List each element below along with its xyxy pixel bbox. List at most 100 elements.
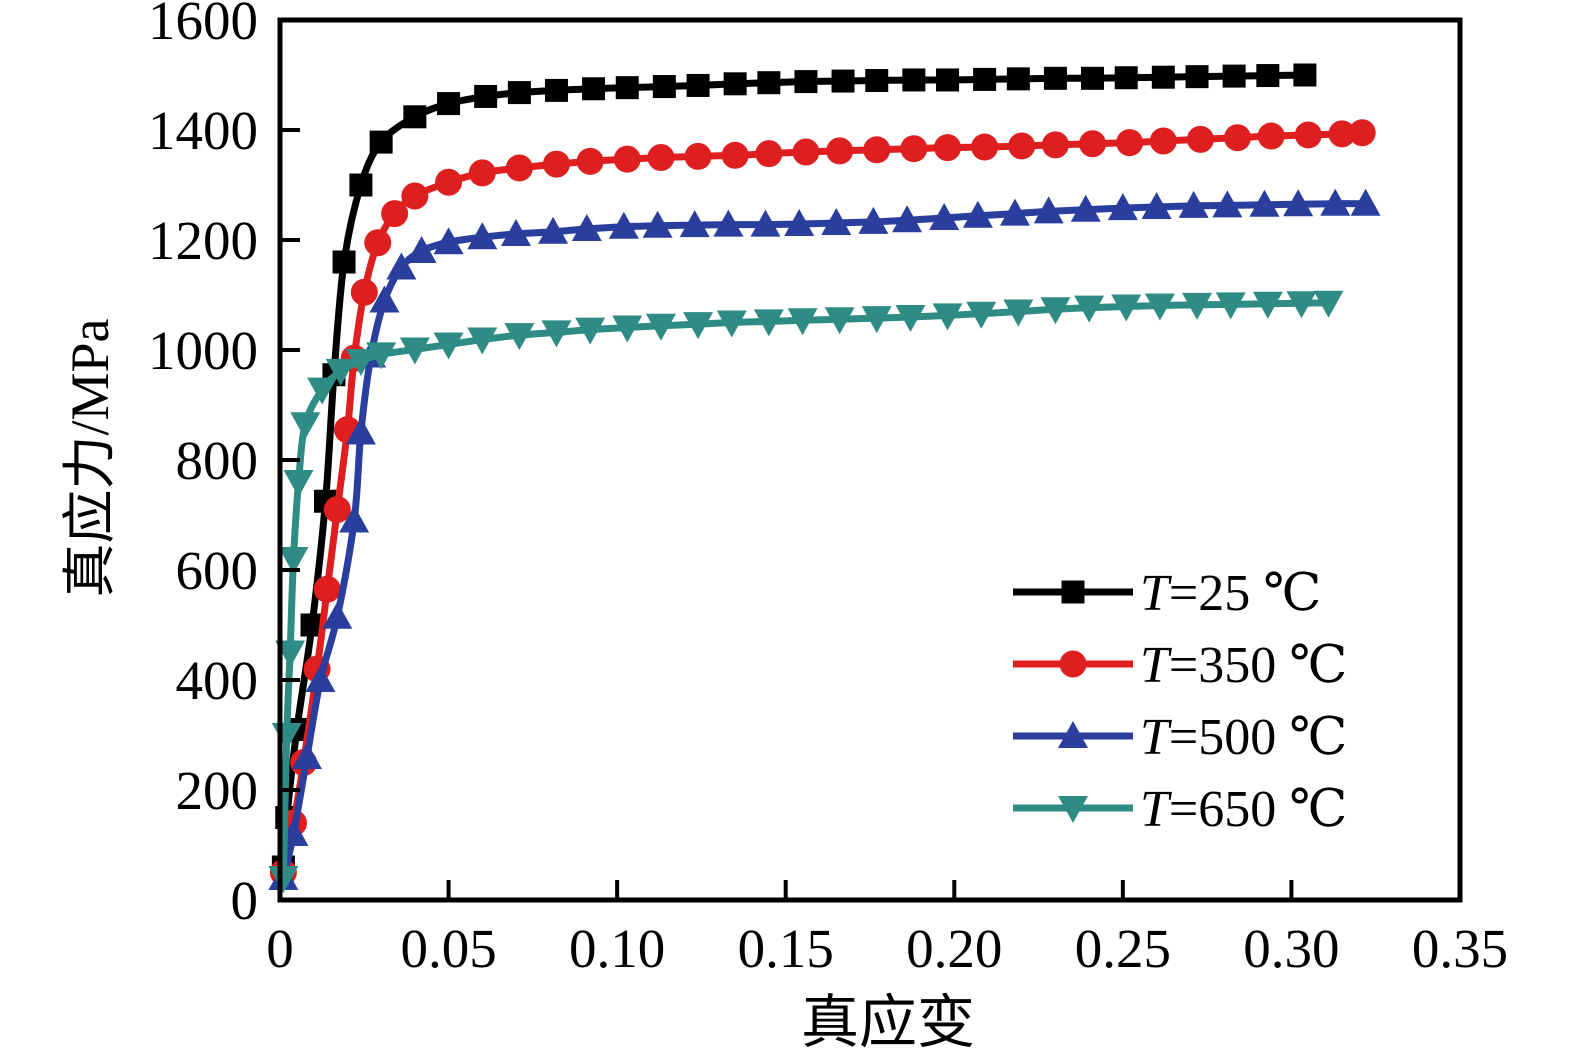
- series-markers-t25: [271, 63, 1317, 879]
- t25-marker: [1081, 66, 1105, 90]
- t25-marker: [369, 130, 393, 154]
- t650-marker: [290, 412, 321, 440]
- t25-marker: [300, 613, 324, 637]
- t25-marker: [332, 250, 356, 274]
- t350-marker: [401, 182, 429, 210]
- t500-marker: [322, 601, 353, 629]
- t650-marker: [716, 310, 747, 338]
- t350-marker: [792, 138, 820, 166]
- t650-marker: [504, 323, 535, 351]
- t25-marker: [403, 105, 427, 129]
- t25-marker: [865, 69, 889, 92]
- series-t650: [268, 290, 1344, 893]
- y-tick-label: 0: [231, 870, 259, 931]
- t650-marker: [1313, 290, 1344, 318]
- t350-marker: [350, 278, 378, 306]
- t25-marker: [1222, 64, 1246, 88]
- x-tick-label: 0: [266, 918, 294, 979]
- t500-marker: [1350, 188, 1381, 216]
- t350-marker: [1257, 122, 1285, 150]
- t25-marker: [474, 84, 498, 108]
- x-tick-label: 0.20: [906, 918, 1002, 979]
- t350-marker: [613, 145, 641, 173]
- t650-marker: [1286, 291, 1317, 319]
- t350-marker: [1328, 120, 1356, 148]
- t500-marker: [339, 505, 370, 533]
- t650-marker: [753, 309, 784, 337]
- y-tick-label: 1200: [148, 210, 258, 271]
- t650-marker: [861, 306, 892, 334]
- t350-marker: [684, 142, 712, 170]
- y-tick-label: 200: [176, 760, 259, 821]
- t650-marker: [275, 640, 306, 668]
- t350-marker: [542, 150, 570, 178]
- t500-marker: [345, 417, 376, 445]
- legend-label: T=650 ℃: [1140, 781, 1347, 838]
- t500-marker: [291, 742, 322, 769]
- t350-marker: [1008, 132, 1036, 160]
- t500-marker: [1212, 190, 1243, 218]
- t350-marker: [1223, 124, 1251, 152]
- t500-marker: [679, 210, 710, 238]
- series-t500: [268, 188, 1381, 890]
- t350-marker: [863, 136, 891, 164]
- x-tick-label: 0.30: [1243, 918, 1339, 979]
- series-t25: [271, 63, 1317, 879]
- t500-marker: [999, 198, 1030, 226]
- t25-marker: [723, 72, 747, 96]
- t650-marker: [1040, 297, 1071, 325]
- t650-marker: [575, 317, 606, 345]
- y-tick-label: 1000: [148, 320, 258, 381]
- t25-marker: [652, 75, 676, 99]
- t350-marker: [1079, 130, 1107, 158]
- t650-marker: [278, 547, 309, 574]
- t650-marker: [1003, 299, 1034, 327]
- t500-marker: [1283, 189, 1314, 217]
- series-markers-t650: [268, 290, 1344, 893]
- t500-marker: [713, 209, 744, 237]
- t500-marker: [433, 227, 464, 255]
- y-tick-label: 800: [176, 430, 259, 491]
- t350-marker: [1348, 119, 1376, 147]
- axes-layer: 0 0.05 0.10 0.15 0.20 0.25 0.30 0.35 0 200 400 600 8…: [148, 0, 1508, 979]
- t500-marker: [750, 209, 781, 237]
- t500-marker: [642, 210, 673, 238]
- y-axis-title: 真应力/MPa: [60, 318, 120, 597]
- t25-marker: [902, 68, 926, 92]
- t25-marker: [349, 173, 373, 197]
- t500-marker: [501, 218, 531, 246]
- y-tick-label: 1400: [148, 100, 258, 161]
- t650-marker: [399, 337, 430, 365]
- t500-marker: [858, 206, 889, 234]
- t500-marker: [538, 216, 569, 244]
- t500-marker: [821, 207, 852, 235]
- t350-marker: [755, 140, 783, 168]
- t650-marker: [895, 305, 926, 332]
- legend-marker-triangle-down: [1058, 796, 1088, 823]
- t25-marker: [582, 77, 606, 101]
- t650-marker: [932, 303, 963, 331]
- t350-marker: [505, 154, 533, 182]
- t500-marker: [305, 665, 336, 692]
- t500-marker: [1107, 193, 1138, 221]
- t650-marker: [1252, 291, 1283, 319]
- legend-label: T=500 ℃: [1140, 709, 1347, 766]
- t500-marker: [608, 211, 639, 239]
- t650-marker: [645, 313, 676, 341]
- series-markers-t500: [268, 188, 1381, 890]
- t650-marker: [1182, 292, 1213, 320]
- y-tick-label: 1600: [148, 0, 258, 51]
- t650-marker: [366, 342, 397, 370]
- t500-marker: [1033, 196, 1064, 224]
- t500-marker: [1320, 188, 1351, 216]
- t350-marker: [1149, 127, 1177, 155]
- legend-marker-circle: [1059, 650, 1087, 678]
- x-tick-label: 0.10: [569, 918, 665, 979]
- t500-marker: [467, 222, 498, 250]
- t650-marker: [1215, 292, 1246, 320]
- x-tick-label: 0.05: [400, 918, 496, 979]
- t25-marker: [615, 76, 639, 100]
- t25-marker: [686, 73, 710, 97]
- t500-marker: [1141, 192, 1172, 219]
- t350-marker: [826, 137, 854, 165]
